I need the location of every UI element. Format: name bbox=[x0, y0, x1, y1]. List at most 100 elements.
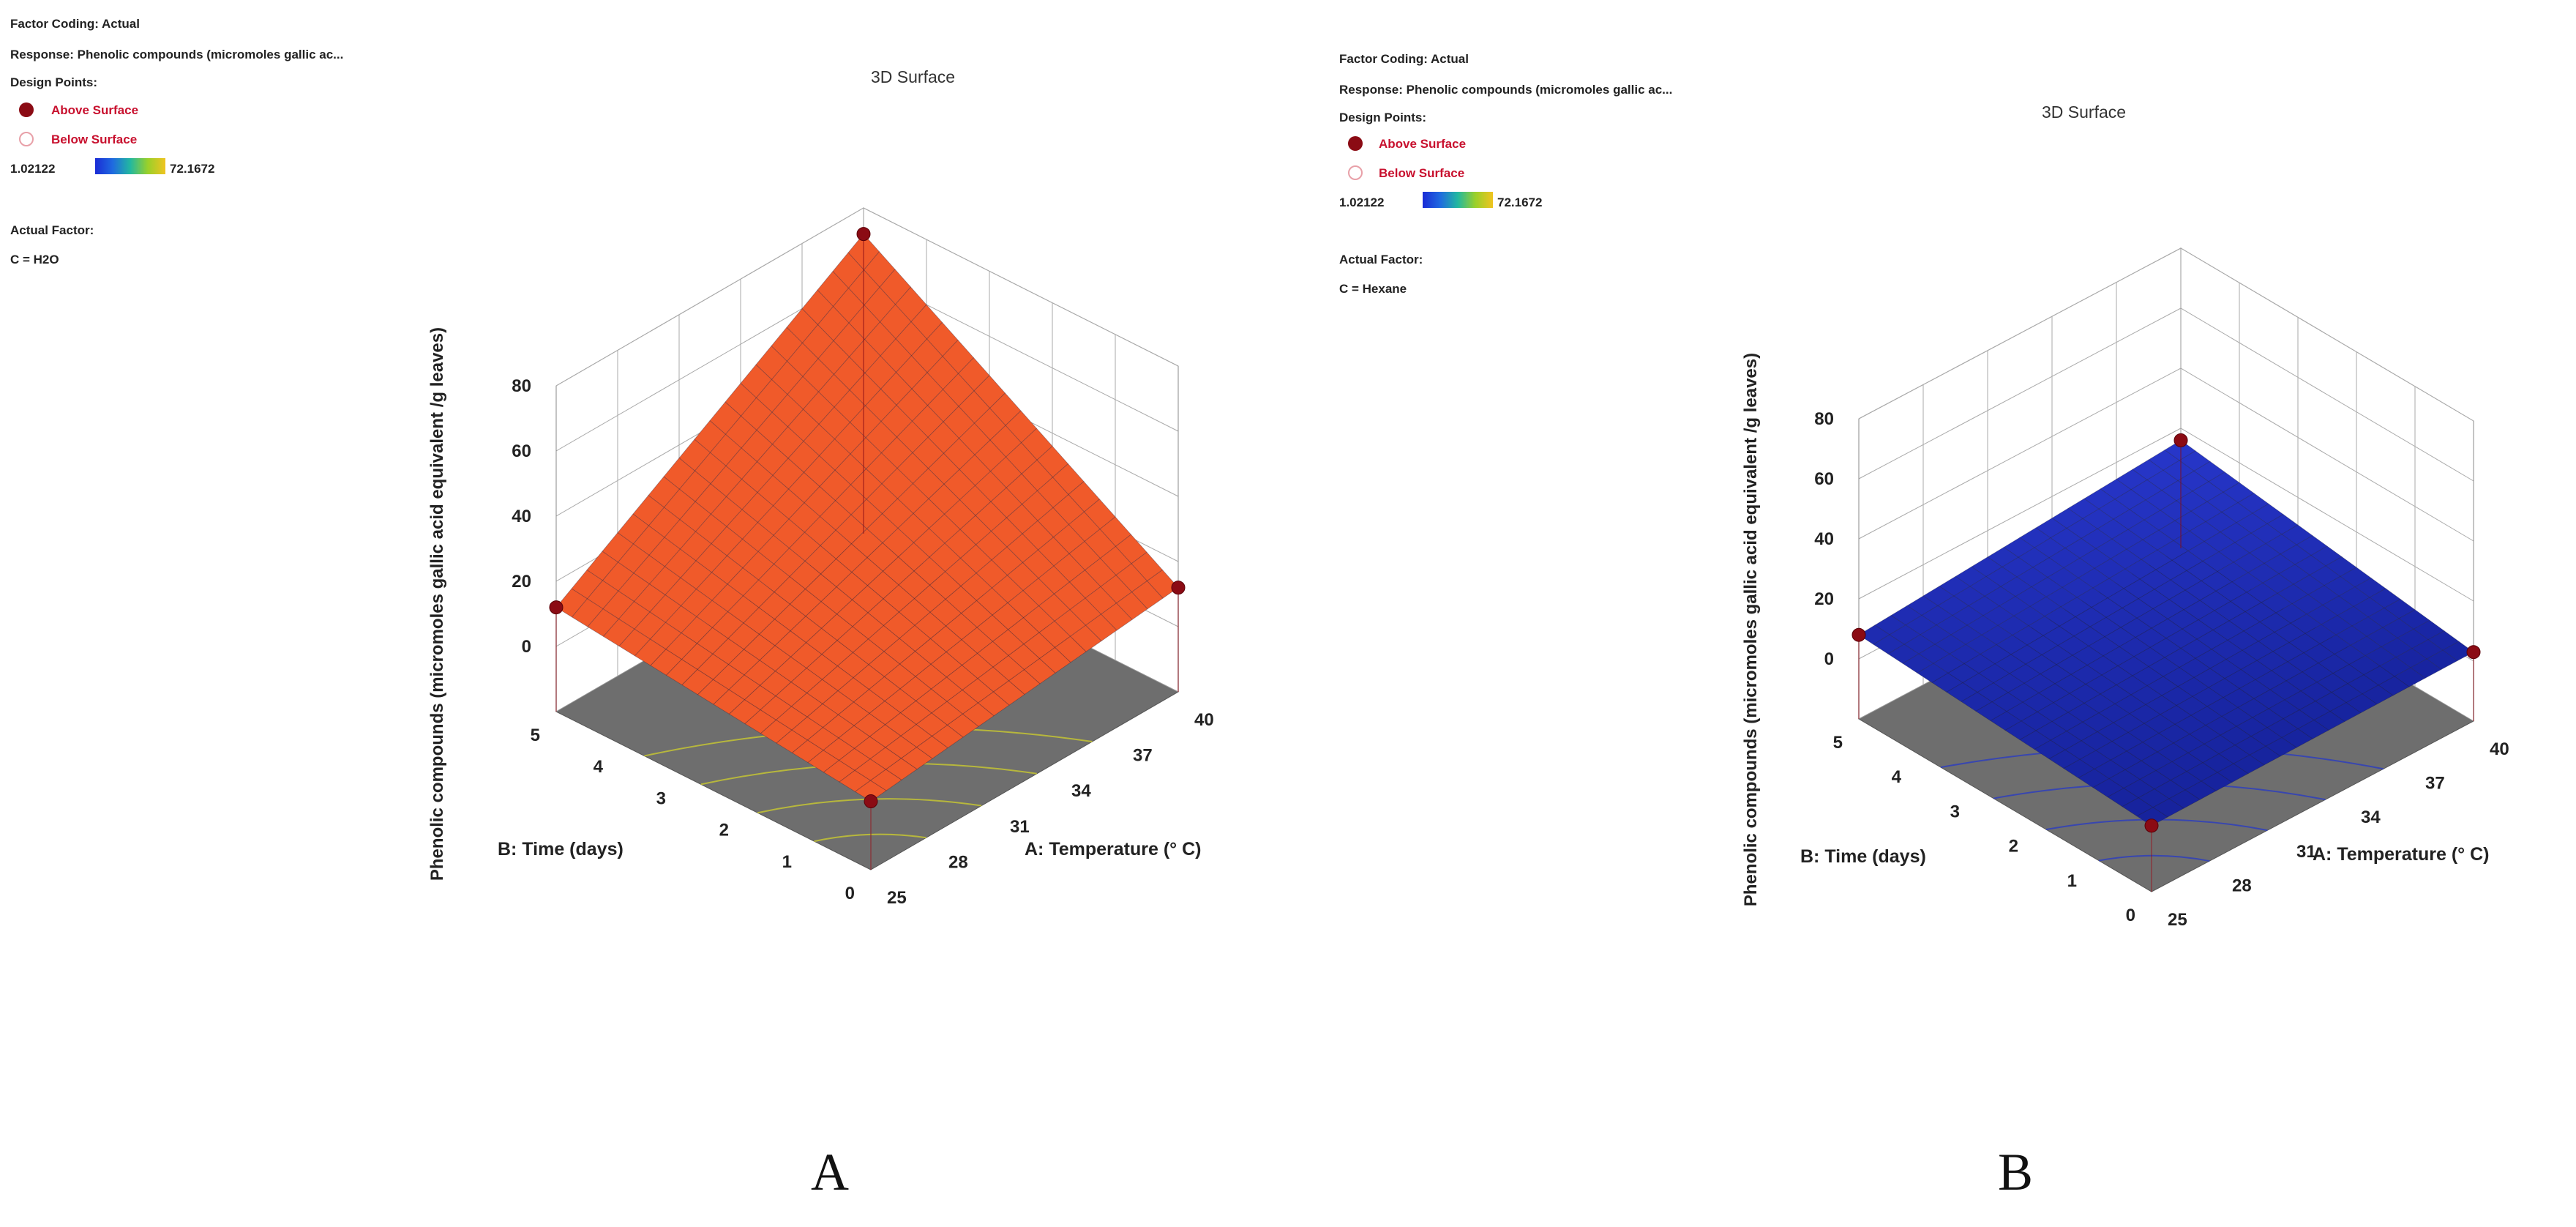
design-point bbox=[864, 794, 878, 809]
surface-cell bbox=[1977, 682, 2009, 703]
above-surface-dot-icon bbox=[1348, 136, 1363, 151]
response-label: Response: Phenolic compounds (micromoles… bbox=[10, 48, 344, 61]
surface-cell bbox=[711, 555, 744, 585]
surface-cell bbox=[1987, 547, 2019, 567]
y-tick-label: 0 bbox=[845, 884, 855, 903]
surface-cell bbox=[838, 747, 871, 771]
surface-cell bbox=[2122, 797, 2154, 817]
surface-cell bbox=[854, 780, 887, 802]
design-point bbox=[1171, 581, 1186, 595]
surface-cell bbox=[2168, 789, 2201, 809]
chart-title: 3D Surface bbox=[871, 67, 956, 86]
surface-cell bbox=[680, 560, 713, 590]
x-tick-label: 37 bbox=[2425, 774, 2445, 794]
surface-cell bbox=[1962, 673, 1994, 693]
legend-below: Below Surface bbox=[51, 133, 138, 146]
surface-cell bbox=[2000, 576, 2032, 597]
surface-cell bbox=[1985, 567, 2018, 587]
surface-cell bbox=[2186, 762, 2218, 782]
surface-cell bbox=[1991, 692, 2023, 712]
x-tick-label: 40 bbox=[1194, 710, 1214, 730]
color-range-max: 72.1672 bbox=[170, 162, 215, 176]
surface-cell bbox=[1890, 605, 1922, 626]
color-scale-bar bbox=[1423, 192, 1493, 208]
z-tick-label: 60 bbox=[1814, 469, 1834, 489]
surface-cell bbox=[2034, 739, 2066, 760]
z-tick-label: 40 bbox=[512, 507, 531, 526]
surface-cell bbox=[2021, 711, 2053, 731]
surface-cell bbox=[760, 719, 793, 744]
z-tick-label: 40 bbox=[1814, 529, 1834, 549]
floor-contour-line bbox=[814, 833, 926, 843]
factor-coding: Factor Coding: Actual bbox=[1339, 52, 1469, 66]
z-tick-label: 60 bbox=[512, 441, 531, 461]
surface-cell bbox=[2031, 577, 2063, 597]
y-tick-label: 2 bbox=[2009, 837, 2018, 857]
surface-cell bbox=[2141, 751, 2173, 771]
x-tick-label: 34 bbox=[1071, 781, 1091, 801]
z-axis-label: Phenolic compounds (micromoles gallic ac… bbox=[1741, 353, 1761, 906]
surface-cell bbox=[2026, 635, 2059, 655]
surface-cell bbox=[1874, 615, 1906, 635]
surface-cell bbox=[711, 611, 744, 639]
surface-cell bbox=[2154, 780, 2186, 799]
floor-contour-line bbox=[2098, 854, 2210, 862]
surface-cell bbox=[839, 769, 872, 792]
surface-cell bbox=[1939, 575, 1971, 597]
surface-cell bbox=[776, 729, 809, 753]
wall-grid-line bbox=[1858, 247, 2474, 422]
surface-cell bbox=[2078, 768, 2110, 788]
design-point bbox=[856, 227, 871, 242]
chart-panel-a: Factor Coding: Actual Response: Phenolic… bbox=[10, 18, 1214, 1201]
surface-cell bbox=[1971, 556, 2003, 578]
x-axis-label: A: Temperature (° C) bbox=[2313, 844, 2490, 865]
legend-above: Above Surface bbox=[1379, 137, 1467, 151]
above-surface-dot-icon bbox=[19, 102, 34, 117]
y-tick-label: 0 bbox=[2126, 906, 2135, 925]
surface-cell bbox=[649, 622, 682, 650]
wall-grid-line bbox=[1858, 307, 2474, 482]
surface-cell bbox=[1975, 701, 2007, 721]
design-point bbox=[2466, 645, 2481, 660]
surface-cell bbox=[634, 638, 667, 666]
surface-cell bbox=[650, 649, 683, 676]
y-tick-label: 5 bbox=[1833, 733, 1843, 753]
chart-title: 3D Surface bbox=[2042, 102, 2127, 122]
x-tick-label: 31 bbox=[2296, 842, 2316, 862]
design-point bbox=[2174, 433, 2188, 447]
surface-cell bbox=[1969, 576, 2002, 597]
surface-cell bbox=[648, 566, 681, 596]
y-tick-label: 1 bbox=[782, 852, 792, 872]
design-point bbox=[2144, 818, 2159, 833]
z-tick-label: 20 bbox=[512, 572, 531, 592]
surface-cell bbox=[649, 594, 682, 623]
z-tick-label: 0 bbox=[1824, 649, 1834, 669]
legend-below: Below Surface bbox=[1379, 166, 1465, 180]
surface-cell bbox=[680, 589, 713, 617]
surface-cell bbox=[1993, 673, 2025, 693]
x-tick-label: 28 bbox=[948, 852, 968, 872]
surface-cell bbox=[1961, 692, 1993, 712]
color-range-min: 1.02122 bbox=[1339, 195, 1385, 209]
z-tick-label: 0 bbox=[522, 637, 531, 657]
response-label: Response: Phenolic compounds (micromoles… bbox=[1339, 83, 1673, 97]
x-tick-label: 25 bbox=[887, 888, 907, 908]
color-range-max: 72.1672 bbox=[1497, 195, 1543, 209]
wall-grid-line bbox=[555, 207, 1179, 387]
color-range-min: 1.02122 bbox=[10, 162, 56, 176]
surface-cell bbox=[916, 736, 948, 759]
surface-cell bbox=[711, 583, 744, 613]
actual-factor-value: C = Hexane bbox=[1339, 282, 1407, 296]
surface-cell bbox=[1873, 634, 1905, 654]
surface-cell bbox=[665, 659, 698, 686]
z-tick-label: 80 bbox=[1814, 409, 1834, 429]
surface-cell bbox=[2029, 596, 2062, 617]
surface-cell bbox=[1887, 644, 1920, 664]
z-axis-label: Phenolic compounds (micromoles gallic ac… bbox=[427, 327, 447, 881]
y-axis-label: B: Time (days) bbox=[1800, 846, 1926, 867]
panel-label: B bbox=[1998, 1143, 2034, 1201]
surface-cell bbox=[2187, 743, 2220, 764]
design-point bbox=[1852, 627, 1866, 642]
x-tick-label: 25 bbox=[2168, 910, 2187, 930]
